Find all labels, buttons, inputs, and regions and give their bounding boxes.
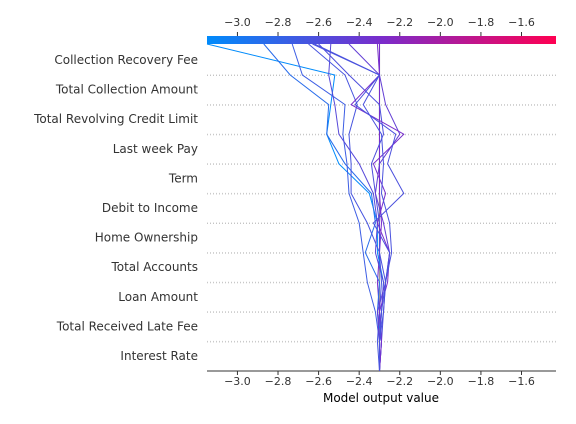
feature-label: Home Ownership xyxy=(95,231,198,245)
feature-label: Term xyxy=(168,171,198,185)
decision-line xyxy=(328,43,385,371)
feature-label: Last week Pay xyxy=(113,142,198,156)
x-tick-label-top: −2.6 xyxy=(305,16,332,29)
x-tick-label: −1.6 xyxy=(508,375,535,388)
colorbar xyxy=(207,36,556,44)
x-axis: −3.0 −3.0 −2.8 −2.8 −2.6 −2.6 −2.4 −2.4 −2.2 −2.2… xyxy=(207,16,556,388)
x-tick-label-top: −2.8 xyxy=(265,16,292,29)
colorbar-gradient xyxy=(207,36,556,44)
x-tick-label-top: −2.4 xyxy=(346,16,373,29)
decision-line xyxy=(312,43,393,371)
feature-label: Total Collection Amount xyxy=(55,83,198,97)
decision-line xyxy=(350,43,405,372)
decision-line xyxy=(308,43,383,372)
decision-line xyxy=(348,43,401,371)
x-tick-label: −2.6 xyxy=(305,375,332,388)
x-tick-label-top: −1.8 xyxy=(468,16,495,29)
x-tick-label: −2.2 xyxy=(386,375,413,388)
x-tick-label-top: −3.0 xyxy=(224,16,251,29)
decision-lines xyxy=(206,43,405,372)
feature-label: Total Accounts xyxy=(110,260,198,274)
feature-label: Total Revolving Credit Limit xyxy=(33,112,198,126)
x-tick-label: −2.0 xyxy=(427,375,454,388)
x-axis-title: Model output value xyxy=(323,391,439,405)
feature-label: Total Received Late Fee xyxy=(56,319,198,333)
decision-line xyxy=(314,43,405,371)
feature-labels: Collection Recovery Fee Total Collection … xyxy=(33,53,198,363)
feature-label: Loan Amount xyxy=(118,290,198,304)
x-tick-label: −2.4 xyxy=(346,375,373,388)
x-tick-label-top: −2.0 xyxy=(427,16,454,29)
feature-label: Collection Recovery Fee xyxy=(54,53,198,67)
decision-line xyxy=(291,43,380,371)
x-tick-label-top: −2.2 xyxy=(386,16,413,29)
x-tick-label: −1.8 xyxy=(468,375,495,388)
x-tick-label-top: −1.6 xyxy=(508,16,535,29)
x-tick-label: −3.0 xyxy=(224,375,251,388)
decision-line xyxy=(206,43,385,371)
feature-label: Interest Rate xyxy=(120,349,198,363)
feature-label: Debit to Income xyxy=(102,201,198,215)
x-tick-label: −2.8 xyxy=(265,375,292,388)
decision-line xyxy=(263,43,383,372)
